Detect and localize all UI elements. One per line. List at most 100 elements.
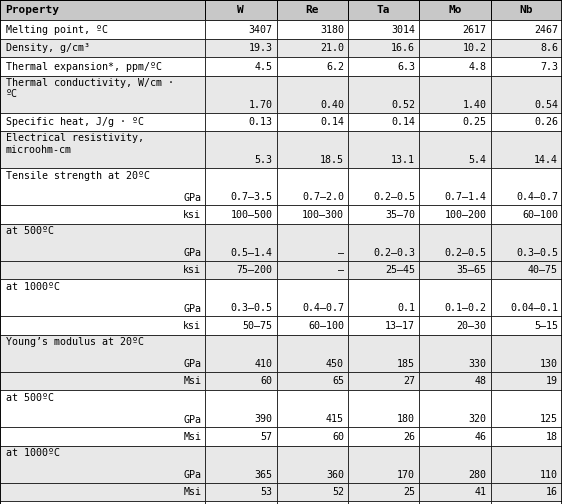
Text: W: W bbox=[237, 5, 244, 15]
Text: 0.7–2.0: 0.7–2.0 bbox=[302, 193, 344, 202]
Text: 3180: 3180 bbox=[320, 25, 344, 35]
Text: 360: 360 bbox=[326, 470, 344, 480]
Bar bbox=[348, 76, 419, 113]
Text: Melting point, ºC: Melting point, ºC bbox=[6, 25, 107, 35]
Bar bbox=[491, 279, 562, 317]
Bar bbox=[348, 57, 419, 76]
Text: 52: 52 bbox=[332, 487, 344, 497]
Bar bbox=[277, 427, 348, 446]
Text: 25: 25 bbox=[404, 487, 415, 497]
Text: 3014: 3014 bbox=[391, 25, 415, 35]
Bar bbox=[491, 132, 562, 168]
Text: at 1000ºC: at 1000ºC bbox=[6, 282, 60, 292]
Bar bbox=[491, 224, 562, 261]
Text: 0.5–1.4: 0.5–1.4 bbox=[230, 248, 273, 258]
Bar bbox=[0, 132, 205, 168]
Bar bbox=[277, 0, 348, 20]
Text: ksi: ksi bbox=[183, 210, 201, 220]
Bar bbox=[277, 224, 348, 261]
Text: 8.6: 8.6 bbox=[540, 43, 558, 53]
Text: 170: 170 bbox=[397, 470, 415, 480]
Bar bbox=[348, 132, 419, 168]
Bar bbox=[0, 391, 205, 427]
Bar bbox=[419, 317, 491, 335]
Bar bbox=[0, 483, 205, 501]
Bar bbox=[277, 76, 348, 113]
Text: 60: 60 bbox=[332, 431, 344, 442]
Bar bbox=[491, 501, 562, 504]
Bar bbox=[0, 224, 205, 261]
Text: Density, g/cm³: Density, g/cm³ bbox=[6, 43, 89, 53]
Bar bbox=[491, 317, 562, 335]
Text: 10.2: 10.2 bbox=[463, 43, 487, 53]
Bar bbox=[277, 391, 348, 427]
Bar bbox=[205, 168, 277, 205]
Text: 0.13: 0.13 bbox=[248, 117, 273, 127]
Bar bbox=[419, 20, 491, 39]
Text: 19: 19 bbox=[546, 376, 558, 386]
Bar bbox=[491, 168, 562, 205]
Text: 13.1: 13.1 bbox=[391, 155, 415, 165]
Text: 185: 185 bbox=[397, 359, 415, 369]
Text: 0.3–0.5: 0.3–0.5 bbox=[230, 303, 273, 313]
Text: 0.26: 0.26 bbox=[534, 117, 558, 127]
Text: 0.7–1.4: 0.7–1.4 bbox=[445, 193, 487, 202]
Text: 0.4–0.7: 0.4–0.7 bbox=[302, 303, 344, 313]
Text: 60–100: 60–100 bbox=[308, 321, 344, 331]
Bar bbox=[419, 483, 491, 501]
Bar bbox=[348, 0, 419, 20]
Text: 100–500: 100–500 bbox=[230, 210, 273, 220]
Text: 13–17: 13–17 bbox=[386, 321, 415, 331]
Bar bbox=[277, 501, 348, 504]
Text: Thermal expansion*, ppm/ºC: Thermal expansion*, ppm/ºC bbox=[6, 61, 161, 72]
Bar bbox=[277, 113, 348, 132]
Bar bbox=[277, 261, 348, 279]
Bar bbox=[348, 391, 419, 427]
Bar bbox=[491, 20, 562, 39]
Text: 415: 415 bbox=[326, 414, 344, 424]
Bar bbox=[419, 205, 491, 224]
Bar bbox=[0, 0, 205, 20]
Text: 320: 320 bbox=[469, 414, 487, 424]
Bar bbox=[205, 205, 277, 224]
Bar bbox=[491, 39, 562, 57]
Text: 110: 110 bbox=[540, 470, 558, 480]
Bar bbox=[0, 279, 205, 317]
Text: 35–65: 35–65 bbox=[457, 265, 487, 275]
Bar bbox=[0, 39, 205, 57]
Bar bbox=[205, 57, 277, 76]
Bar bbox=[277, 205, 348, 224]
Text: 450: 450 bbox=[326, 359, 344, 369]
Text: Property: Property bbox=[6, 5, 60, 15]
Bar bbox=[491, 335, 562, 372]
Text: GPa: GPa bbox=[183, 359, 201, 369]
Bar bbox=[0, 446, 205, 483]
Text: 100–300: 100–300 bbox=[302, 210, 344, 220]
Bar bbox=[491, 261, 562, 279]
Bar bbox=[205, 76, 277, 113]
Bar bbox=[0, 168, 205, 205]
Text: 390: 390 bbox=[255, 414, 273, 424]
Text: Msi: Msi bbox=[183, 487, 201, 497]
Bar bbox=[277, 317, 348, 335]
Bar bbox=[205, 20, 277, 39]
Bar bbox=[419, 372, 491, 391]
Bar bbox=[277, 483, 348, 501]
Text: 0.3–0.5: 0.3–0.5 bbox=[516, 248, 558, 258]
Text: 365: 365 bbox=[255, 470, 273, 480]
Text: GPa: GPa bbox=[183, 415, 201, 425]
Bar bbox=[205, 335, 277, 372]
Text: 35–70: 35–70 bbox=[386, 210, 415, 220]
Bar bbox=[0, 501, 205, 504]
Text: 180: 180 bbox=[397, 414, 415, 424]
Text: 2467: 2467 bbox=[534, 25, 558, 35]
Bar bbox=[277, 57, 348, 76]
Text: 57: 57 bbox=[261, 431, 273, 442]
Text: 5.4: 5.4 bbox=[469, 155, 487, 165]
Text: GPa: GPa bbox=[183, 304, 201, 314]
Bar bbox=[205, 446, 277, 483]
Text: 0.52: 0.52 bbox=[391, 100, 415, 110]
Bar bbox=[419, 57, 491, 76]
Bar bbox=[205, 132, 277, 168]
Bar bbox=[491, 391, 562, 427]
